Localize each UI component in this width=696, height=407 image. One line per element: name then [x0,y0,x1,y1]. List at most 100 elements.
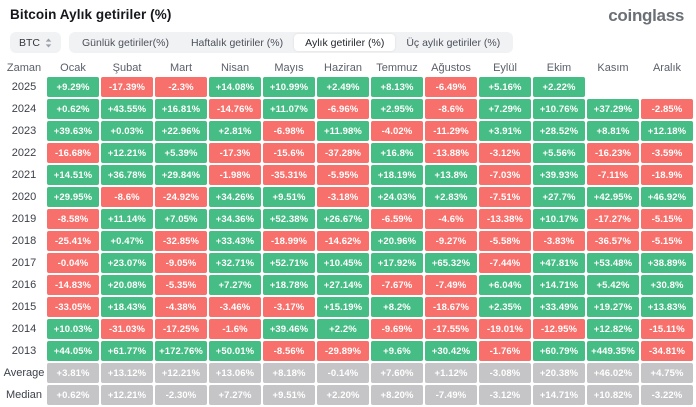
coinglass-logo[interactable]: coinglass [608,6,684,25]
table-cell: +0.62% [47,385,99,405]
table-cell: -25.41% [47,231,99,251]
table-cell: -16.23% [587,143,639,163]
table-cell: +38.89% [641,253,693,273]
table-cell: +10.17% [533,209,585,229]
table-cell: -9.05% [155,253,207,273]
table-cell: +39.93% [533,165,585,185]
table-cell: +4.75% [641,363,693,383]
table-cell: +43.55% [101,99,153,119]
table-cell: +23.07% [101,253,153,273]
column-header-month: Nisan [220,61,250,74]
table-cell: +2.81% [209,121,261,141]
table-cell: -7.49% [425,275,477,295]
row-label: 2016 [11,279,37,291]
table-cell: -4.6% [425,209,477,229]
table-cell: +8.2% [371,297,423,317]
table-cell: -3.08% [479,363,531,383]
table-cell: -2.3% [155,77,207,97]
table-cell: +18.43% [101,297,153,317]
column-header-time: Zaman [6,61,42,74]
table-cell: -7.03% [479,165,531,185]
table-cell: +12.18% [641,121,693,141]
table-cell: +44.05% [47,341,99,361]
table-cell: +8.20% [371,385,423,405]
column-header-month: Temmuz [376,61,418,74]
table-cell: +0.47% [101,231,153,251]
row-label: Median [5,389,43,401]
column-header-month: Ağustos [431,61,471,74]
table-cell: -31.03% [101,319,153,339]
row-label: 2025 [11,81,37,93]
table-cell: +2.20% [317,385,369,405]
table-cell: -3.12% [479,143,531,163]
column-header-month: Şubat [112,61,142,74]
table-cell: +27.7% [533,187,585,207]
table-cell: -4.38% [155,297,207,317]
table-cell: -3.22% [641,385,693,405]
table-cell: +11.07% [263,99,315,119]
table-cell: -5.35% [155,275,207,295]
table-cell: -17.27% [587,209,639,229]
table-cell: -14.62% [317,231,369,251]
table-cell: +18.78% [263,275,315,295]
row-label: 2019 [11,213,37,225]
table-cell: +14.71% [533,385,585,405]
table-cell: -7.49% [425,385,477,405]
table-cell: +28.52% [533,121,585,141]
table-cell: -0.14% [317,363,369,383]
table-cell: +20.38% [533,363,585,383]
table-cell: -37.28% [317,143,369,163]
table-cell: -14.76% [209,99,261,119]
tab-aylık-getiriler-[interactable]: Aylık getiriler (%) [294,34,396,51]
table-cell: +5.56% [533,143,585,163]
page-title: Bitcoin Aylık getiriler (%) [10,7,172,22]
table-cell: -12.95% [533,319,585,339]
table-cell: -14.83% [47,275,99,295]
table-cell: +11.14% [101,209,153,229]
table-cell: +12.21% [101,143,153,163]
table-cell: +20.96% [371,231,423,251]
column-header-month: Ekim [546,61,572,74]
table-cell: +53.48% [587,253,639,273]
table-cell: +8.18% [263,363,315,383]
tab-üç-aylık-getiriler-[interactable]: Üç aylık getiriler (%) [406,36,501,49]
row-label: 2013 [11,345,37,357]
table-cell: +10.03% [47,319,99,339]
tab-günlük-getiriler-[interactable]: Günlük getiriler(%) [82,36,169,49]
table-cell: -7.51% [479,187,531,207]
coin-selector[interactable]: BTC [10,32,61,53]
column-header-month: Mart [170,61,192,74]
table-cell: +29.84% [155,165,207,185]
table-cell: -3.17% [263,297,315,317]
table-cell: +7.27% [209,275,261,295]
table-cell: -3.59% [641,143,693,163]
table-cell: -3.12% [479,385,531,405]
row-label: 2017 [11,257,37,269]
table-cell: +1.12% [425,363,477,383]
table-cell: -7.67% [371,275,423,295]
table-cell: +17.92% [371,253,423,273]
table-cell: +33.43% [209,231,261,251]
row-label: 2023 [11,125,37,137]
table-cell-empty [587,77,639,97]
table-cell: +27.14% [317,275,369,295]
table-cell: +12.21% [101,385,153,405]
table-cell: -33.05% [47,297,99,317]
table-cell: -1.6% [209,319,261,339]
tab-haftalık-getiriler-[interactable]: Haftalık getiriler (%) [190,36,284,49]
table-cell: +10.45% [317,253,369,273]
page-header: Bitcoin Aylık getiriler (%) coinglass [0,0,696,24]
table-cell: +46.02% [587,363,639,383]
table-cell: +2.22% [533,77,585,97]
row-label: Average [3,367,45,379]
table-cell: -0.04% [47,253,99,273]
table-cell: +5.39% [155,143,207,163]
table-cell: -8.58% [47,209,99,229]
table-cell: +14.51% [47,165,99,185]
table-cell: -1.76% [479,341,531,361]
table-cell: +39.46% [263,319,315,339]
table-cell: +16.81% [155,99,207,119]
table-cell: +9.6% [371,341,423,361]
table-cell: -36.57% [587,231,639,251]
